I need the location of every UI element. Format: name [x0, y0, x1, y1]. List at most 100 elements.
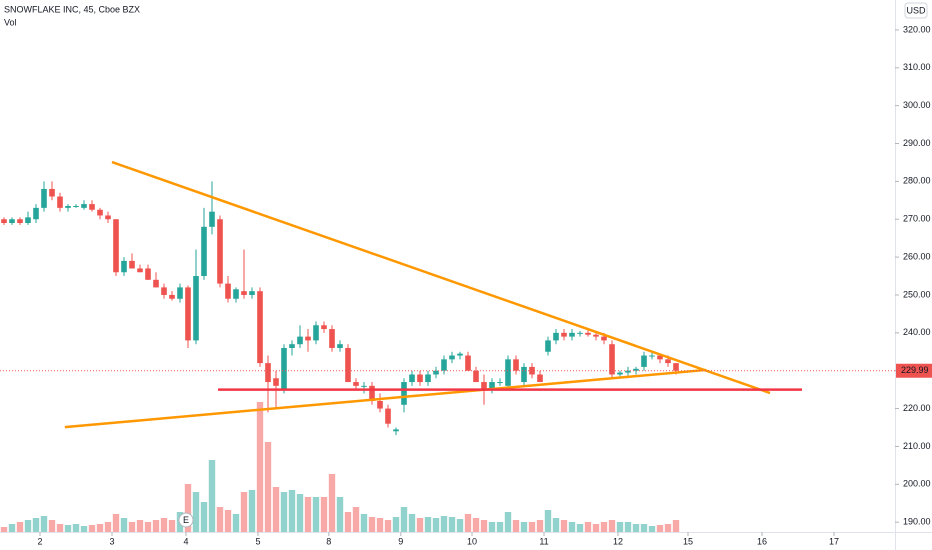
candle-body	[601, 336, 607, 341]
candle-body	[185, 287, 191, 341]
candle-body	[289, 344, 295, 348]
candle-body	[513, 359, 519, 371]
candle-body	[617, 372, 623, 375]
currency-button[interactable]	[904, 2, 928, 19]
volume-bar	[96, 524, 104, 532]
candle-body	[329, 329, 335, 348]
candle-body	[449, 355, 455, 360]
y-tick-label: 210.00	[903, 441, 931, 451]
candle-body	[633, 368, 639, 371]
candle-body	[553, 332, 559, 341]
candle-body	[385, 408, 391, 424]
volume-bar	[200, 502, 208, 532]
volume-bar	[432, 518, 440, 532]
volume-bar	[136, 520, 144, 532]
candle-body	[73, 205, 79, 207]
candle-body	[337, 344, 343, 348]
candle-body	[89, 204, 95, 210]
candle-body	[105, 215, 111, 220]
chart-title: SNOWFLAKE INC, 45, Cboe BZX	[4, 4, 140, 14]
volume-bar	[640, 524, 648, 532]
candle-body	[297, 336, 303, 345]
candle-body	[473, 370, 479, 383]
volume-bar	[624, 522, 632, 532]
candle-body	[417, 374, 423, 383]
volume-bar	[48, 520, 56, 532]
volume-bar	[248, 490, 256, 532]
volume-bar	[368, 517, 376, 532]
volume-bar	[392, 517, 400, 532]
volume-bar	[240, 492, 248, 532]
earnings-label: E	[183, 515, 189, 525]
volume-bar	[40, 516, 48, 532]
volume-bar	[576, 524, 584, 532]
x-tick-label: 15	[683, 536, 693, 546]
candle-body	[137, 268, 143, 273]
candle-body	[97, 209, 103, 216]
candle-body	[305, 336, 311, 341]
currency-label: USD	[906, 5, 926, 15]
volume-bar	[168, 520, 176, 532]
volume-bar	[632, 524, 640, 532]
candle-body	[425, 374, 431, 383]
x-tick-label: 17	[829, 536, 839, 546]
candle-body	[569, 332, 575, 337]
candle-body	[657, 355, 663, 360]
candle-body	[249, 291, 255, 295]
volume-bar	[208, 460, 216, 532]
candle-body	[25, 217, 31, 224]
volume-bar	[296, 494, 304, 532]
y-tick-label: 300.00	[903, 100, 931, 110]
candle-body	[465, 355, 471, 371]
candle-body	[145, 268, 151, 280]
y-tick-label: 250.00	[903, 289, 931, 299]
candle-body	[153, 279, 159, 288]
candle-body	[9, 219, 15, 224]
candle-body	[593, 334, 599, 337]
volume-bar	[232, 514, 240, 532]
candle-body	[401, 382, 407, 405]
candle-body	[161, 287, 167, 295]
volume-bar	[0, 527, 8, 532]
volume-bar	[88, 525, 96, 532]
candle-body	[353, 382, 359, 386]
volume-bar	[72, 524, 80, 532]
candle-body	[209, 211, 215, 227]
y-tick-label: 290.00	[903, 138, 931, 148]
y-tick-label: 220.00	[903, 403, 931, 413]
trend-line	[111, 160, 771, 395]
y-tick-label: 280.00	[903, 176, 931, 186]
volume-bar	[536, 520, 544, 532]
x-tick-label: 5	[255, 536, 260, 546]
candle-body	[233, 289, 239, 299]
volume-bar	[360, 514, 368, 532]
volume-bar	[408, 514, 416, 532]
volume-bar	[336, 497, 344, 532]
volume-bar	[656, 525, 664, 532]
volume-bar	[664, 524, 672, 532]
volume-bar	[424, 517, 432, 532]
volume-bar	[144, 522, 152, 532]
volume-bar	[272, 487, 280, 532]
candle-body	[377, 400, 383, 409]
volume-bar	[528, 522, 536, 532]
volume-bar	[648, 526, 656, 532]
candle-body	[313, 325, 319, 341]
volume-bar	[112, 514, 120, 532]
candle-body	[521, 366, 527, 383]
volume-bar	[512, 520, 520, 532]
candle-body	[113, 219, 119, 273]
volume-bar	[128, 522, 136, 532]
x-tick-label: 12	[613, 536, 623, 546]
candle-body	[649, 355, 655, 357]
candle-body	[129, 260, 135, 269]
candle-body	[641, 355, 647, 367]
candle-body	[33, 207, 39, 220]
volume-bar	[280, 492, 288, 532]
volume-bar	[480, 520, 488, 532]
x-tick-label: 4	[183, 536, 188, 546]
candle-body	[441, 359, 447, 371]
y-tick-label: 240.00	[903, 327, 931, 337]
candle-body	[49, 188, 55, 197]
